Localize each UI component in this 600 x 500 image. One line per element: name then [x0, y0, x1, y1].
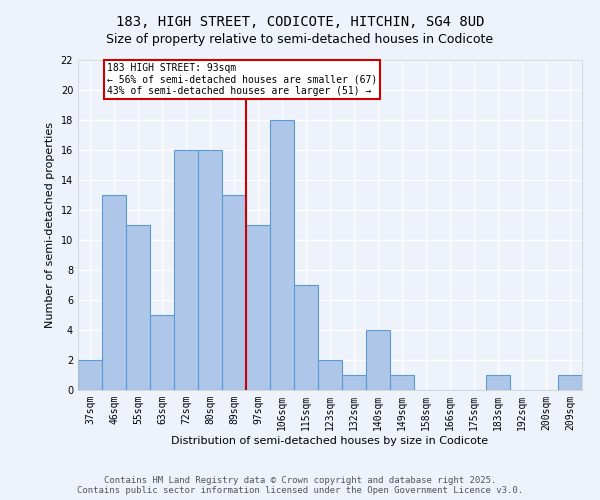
Bar	[222, 195, 246, 390]
X-axis label: Distribution of semi-detached houses by size in Codicote: Distribution of semi-detached houses by …	[172, 436, 488, 446]
Bar	[174, 150, 198, 390]
Text: Contains HM Land Registry data © Crown copyright and database right 2025.
Contai: Contains HM Land Registry data © Crown c…	[77, 476, 523, 495]
Bar	[294, 285, 318, 390]
Text: Size of property relative to semi-detached houses in Codicote: Size of property relative to semi-detach…	[106, 32, 494, 46]
Y-axis label: Number of semi-detached properties: Number of semi-detached properties	[45, 122, 55, 328]
Bar	[270, 120, 294, 390]
Bar	[246, 225, 270, 390]
Text: 183 HIGH STREET: 93sqm
← 56% of semi-detached houses are smaller (67)
43% of sem: 183 HIGH STREET: 93sqm ← 56% of semi-det…	[107, 63, 377, 96]
Bar	[102, 195, 126, 390]
Bar	[126, 225, 150, 390]
Bar	[486, 375, 510, 390]
Bar	[390, 375, 414, 390]
Bar	[342, 375, 366, 390]
Bar	[150, 315, 174, 390]
Bar	[198, 150, 222, 390]
Text: 183, HIGH STREET, CODICOTE, HITCHIN, SG4 8UD: 183, HIGH STREET, CODICOTE, HITCHIN, SG4…	[116, 15, 484, 29]
Bar	[558, 375, 582, 390]
Bar	[366, 330, 390, 390]
Bar	[318, 360, 342, 390]
Bar	[78, 360, 102, 390]
